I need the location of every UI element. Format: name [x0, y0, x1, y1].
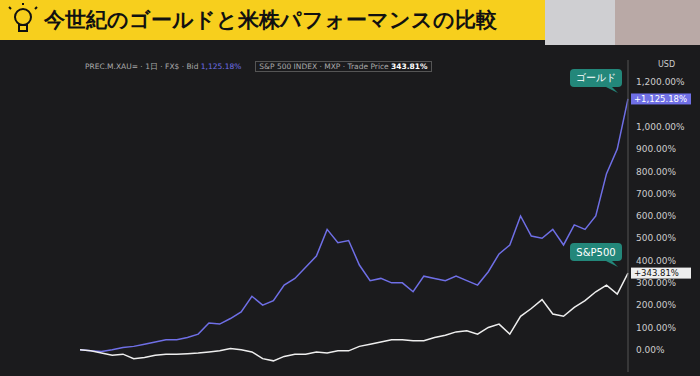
- svg-text:0.00%: 0.00%: [636, 345, 665, 355]
- html-text:PREC.M.XAU= · 1日 · FX$ · Bid 1: PREC.M.XAU= · 1日 · FX$ · Bid 1,125.18%: [85, 62, 242, 71]
- svg-text:300.00%: 300.00%: [636, 278, 676, 288]
- svg-text:1,200.00%: 1,200.00%: [636, 77, 685, 87]
- svg-text:1,000.00%: 1,000.00%: [636, 122, 685, 132]
- svg-text:+343.81%: +343.81%: [634, 268, 679, 278]
- svg-text:500.00%: 500.00%: [636, 233, 676, 243]
- html-text:USD: USD: [658, 60, 676, 69]
- svg-text:ゴールド: ゴールド: [576, 72, 616, 83]
- html-text:今世紀のゴールドと米株パフォーマンスの比較: 今世紀のゴールドと米株パフォーマンスの比較: [44, 8, 497, 32]
- svg-text:800.00%: 800.00%: [636, 167, 676, 177]
- svg-text:S&P500: S&P500: [576, 247, 615, 258]
- svg-text:600.00%: 600.00%: [636, 211, 676, 221]
- svg-text:900.00%: 900.00%: [636, 144, 676, 154]
- svg-text:100.00%: 100.00%: [636, 323, 676, 333]
- svg-text:400.00%: 400.00%: [636, 256, 676, 266]
- svg-text:200.00%: 200.00%: [636, 300, 676, 310]
- svg-text:+1,125.18%: +1,125.18%: [634, 94, 687, 104]
- svg-text:700.00%: 700.00%: [636, 189, 676, 199]
- html-text:S&P 500 INDEX · MXP · Trade Pr: S&P 500 INDEX · MXP · Trade Price 343.81…: [259, 62, 428, 71]
